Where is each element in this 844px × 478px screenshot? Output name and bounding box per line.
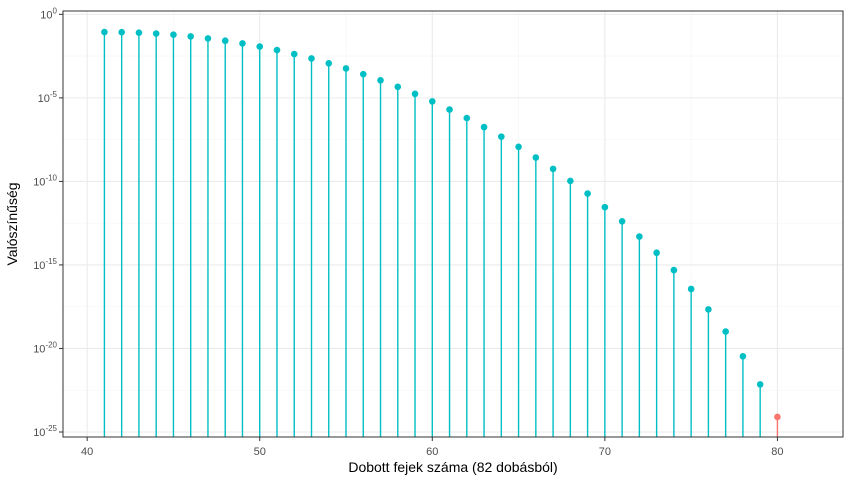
- point-56: [359, 70, 367, 78]
- axis-ticks: 40 50 60 70 80 100 10-5 10-10 10-15 10-20 10-25: [33, 6, 783, 458]
- y-tick-label: 10-15: [33, 257, 57, 272]
- point-49: [239, 40, 246, 47]
- chart-marks: [101, 28, 798, 456]
- point-60: [428, 98, 436, 105]
- point-63: [480, 123, 488, 131]
- y-tick-label: 10-10: [33, 173, 57, 188]
- point-69: [584, 190, 591, 197]
- x-tick-label: 60: [426, 446, 438, 458]
- panel-border: [62, 10, 844, 438]
- point-66: [532, 154, 540, 161]
- point-57: [377, 77, 384, 84]
- point-67: [549, 165, 557, 173]
- x-tick-label: 40: [81, 446, 93, 458]
- point-46: [187, 33, 194, 40]
- point-45: [170, 31, 177, 39]
- point-65: [515, 143, 522, 151]
- point-72: [636, 233, 643, 240]
- point-50: [256, 43, 264, 50]
- point-51: [273, 46, 281, 54]
- point-79: [756, 381, 764, 388]
- point-64: [498, 133, 505, 140]
- point-59: [411, 90, 419, 98]
- point-42: [118, 28, 125, 36]
- point-54: [325, 59, 333, 67]
- point-73: [653, 249, 660, 257]
- point-58: [394, 83, 402, 91]
- point-41: [101, 28, 108, 36]
- point-76: [705, 306, 712, 313]
- y-tick-label: 100: [40, 6, 57, 21]
- point-52: [290, 50, 298, 58]
- point-80: [774, 413, 781, 421]
- point-44: [152, 30, 160, 37]
- point-55: [342, 65, 350, 72]
- point-53: [308, 55, 315, 62]
- point-62: [463, 114, 471, 122]
- x-axis-title: Dobott fejek száma (82 dobásból): [348, 459, 557, 475]
- point-48: [221, 37, 229, 45]
- point-70: [601, 203, 609, 211]
- point-61: [446, 106, 453, 113]
- point-81: [791, 449, 798, 456]
- point-77: [722, 328, 729, 335]
- y-tick-label: 10-20: [33, 340, 57, 355]
- y-axis-title: Valószínűség: [4, 182, 20, 265]
- y-tick-label: 10-5: [38, 90, 58, 105]
- point-47: [204, 35, 212, 42]
- point-78: [739, 353, 747, 360]
- point-71: [618, 218, 626, 225]
- x-tick-label: 70: [599, 446, 611, 458]
- x-tick-label: 80: [771, 446, 783, 458]
- point-68: [567, 177, 574, 185]
- point-43: [135, 29, 143, 37]
- point-75: [687, 285, 695, 293]
- point-74: [670, 266, 678, 274]
- y-tick-label: 10-25: [33, 424, 57, 439]
- x-tick-label: 50: [254, 446, 266, 458]
